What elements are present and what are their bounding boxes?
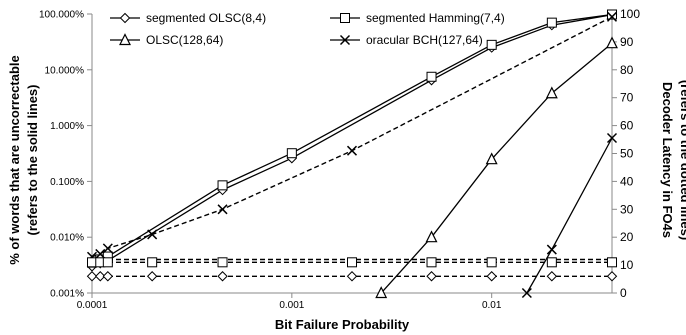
markers-group (86, 9, 618, 299)
diamond-marker (426, 271, 437, 282)
x-marker (339, 34, 351, 46)
y-right-tick-label: 10 (620, 258, 634, 272)
y-right-tick-label: 20 (620, 230, 634, 244)
x-marker (217, 204, 228, 215)
legend-label: segmented Hamming(7,4) (366, 11, 505, 25)
y-right-tick-label: 100 (620, 7, 640, 21)
triangle-marker (375, 286, 388, 299)
diamond-marker (546, 271, 558, 282)
y-left-tick-label: 10.000% (45, 65, 85, 76)
square-marker (87, 257, 97, 268)
square-marker (426, 71, 437, 82)
square-marker (607, 9, 617, 20)
diamond-marker (146, 271, 158, 282)
x-tick-label: 0.001 (279, 300, 304, 311)
square-marker (546, 257, 557, 268)
square-marker (340, 13, 350, 23)
y-left-tick-label: 0.010% (50, 233, 84, 244)
legend-label: segmented OLSC(8,4) (146, 11, 266, 25)
y-right-tick-label: 90 (620, 35, 634, 49)
y-right-tick-label: 80 (620, 63, 634, 77)
x-marker (147, 229, 158, 240)
y-right-tick-label: 50 (620, 147, 634, 161)
y-left-tick-label: 100.000% (39, 10, 84, 21)
y-right-tick-label: 30 (620, 202, 634, 216)
square-marker (217, 257, 228, 268)
y-left-axis-title-line2: (refers to the solid lines) (25, 85, 40, 236)
tick-labels-group: 0.001% 0.010% 0.100% 1.000% 10.000% 100.000% 0… (39, 7, 640, 311)
triangle-marker (119, 33, 131, 46)
x-marker (546, 244, 557, 255)
x-marker (606, 11, 618, 22)
square-marker (217, 180, 228, 191)
square-marker (147, 257, 158, 268)
legend-label: OLSC(128,64) (146, 33, 223, 47)
y-left-tick-label: 1.000% (50, 121, 84, 132)
series-line-oracular-bch-127-64-latency (92, 16, 613, 258)
y-right-tick-label: 0 (620, 286, 627, 300)
series-line-olsc-128-64 (380, 42, 613, 293)
triangle-marker (606, 36, 618, 49)
x-tick-label: 0.0001 (77, 300, 108, 311)
square-marker (286, 148, 297, 159)
diamond-marker (217, 271, 228, 282)
diamond-marker (119, 12, 131, 24)
y-right-tick-label: 70 (620, 91, 634, 105)
legend-label: oracular BCH(127,64) (366, 33, 483, 47)
square-marker (102, 257, 113, 268)
triangle-marker (545, 86, 558, 99)
legend: segmented OLSC(8,4) segmented Hamming(7,4… (110, 11, 505, 47)
square-marker (546, 17, 557, 28)
diamond-marker (606, 271, 618, 282)
square-marker (426, 257, 437, 268)
axes-group (87, 13, 617, 298)
x-marker (102, 243, 113, 254)
triangle-marker (485, 152, 498, 165)
square-marker (347, 257, 357, 268)
y-left-tick-label: 0.100% (50, 177, 84, 188)
x-marker (521, 287, 532, 299)
diamond-marker (346, 271, 358, 282)
x-marker (606, 132, 618, 144)
y-left-tick-label: 0.001% (50, 289, 84, 300)
y-right-axis-title-line2: (refers to the dotted lines) (678, 80, 686, 240)
x-marker (346, 145, 358, 156)
triangle-marker (425, 230, 438, 243)
diamond-marker (95, 271, 106, 282)
diamond-marker (86, 271, 98, 282)
square-marker (607, 257, 617, 268)
diamond-marker (486, 271, 497, 282)
x-tick-label: 0.01 (482, 300, 502, 311)
y-right-axis-title-line1: Decoder Latency in FO4s (660, 82, 675, 238)
x-marker (95, 248, 106, 259)
x-axis-title: Bit Failure Probability (275, 317, 410, 332)
square-marker (486, 39, 497, 50)
y-left-axis-title-line1: % of words that are uncorrectable (7, 55, 22, 265)
square-marker (486, 257, 497, 268)
y-right-tick-label: 60 (620, 119, 634, 133)
series-line-segmented-hamming-7-4 (92, 13, 613, 264)
y-right-tick-label: 40 (620, 174, 634, 188)
diamond-marker (102, 271, 114, 282)
series-lines-group (92, 13, 613, 293)
series-line-oracular-bch-127-64 (526, 137, 613, 293)
